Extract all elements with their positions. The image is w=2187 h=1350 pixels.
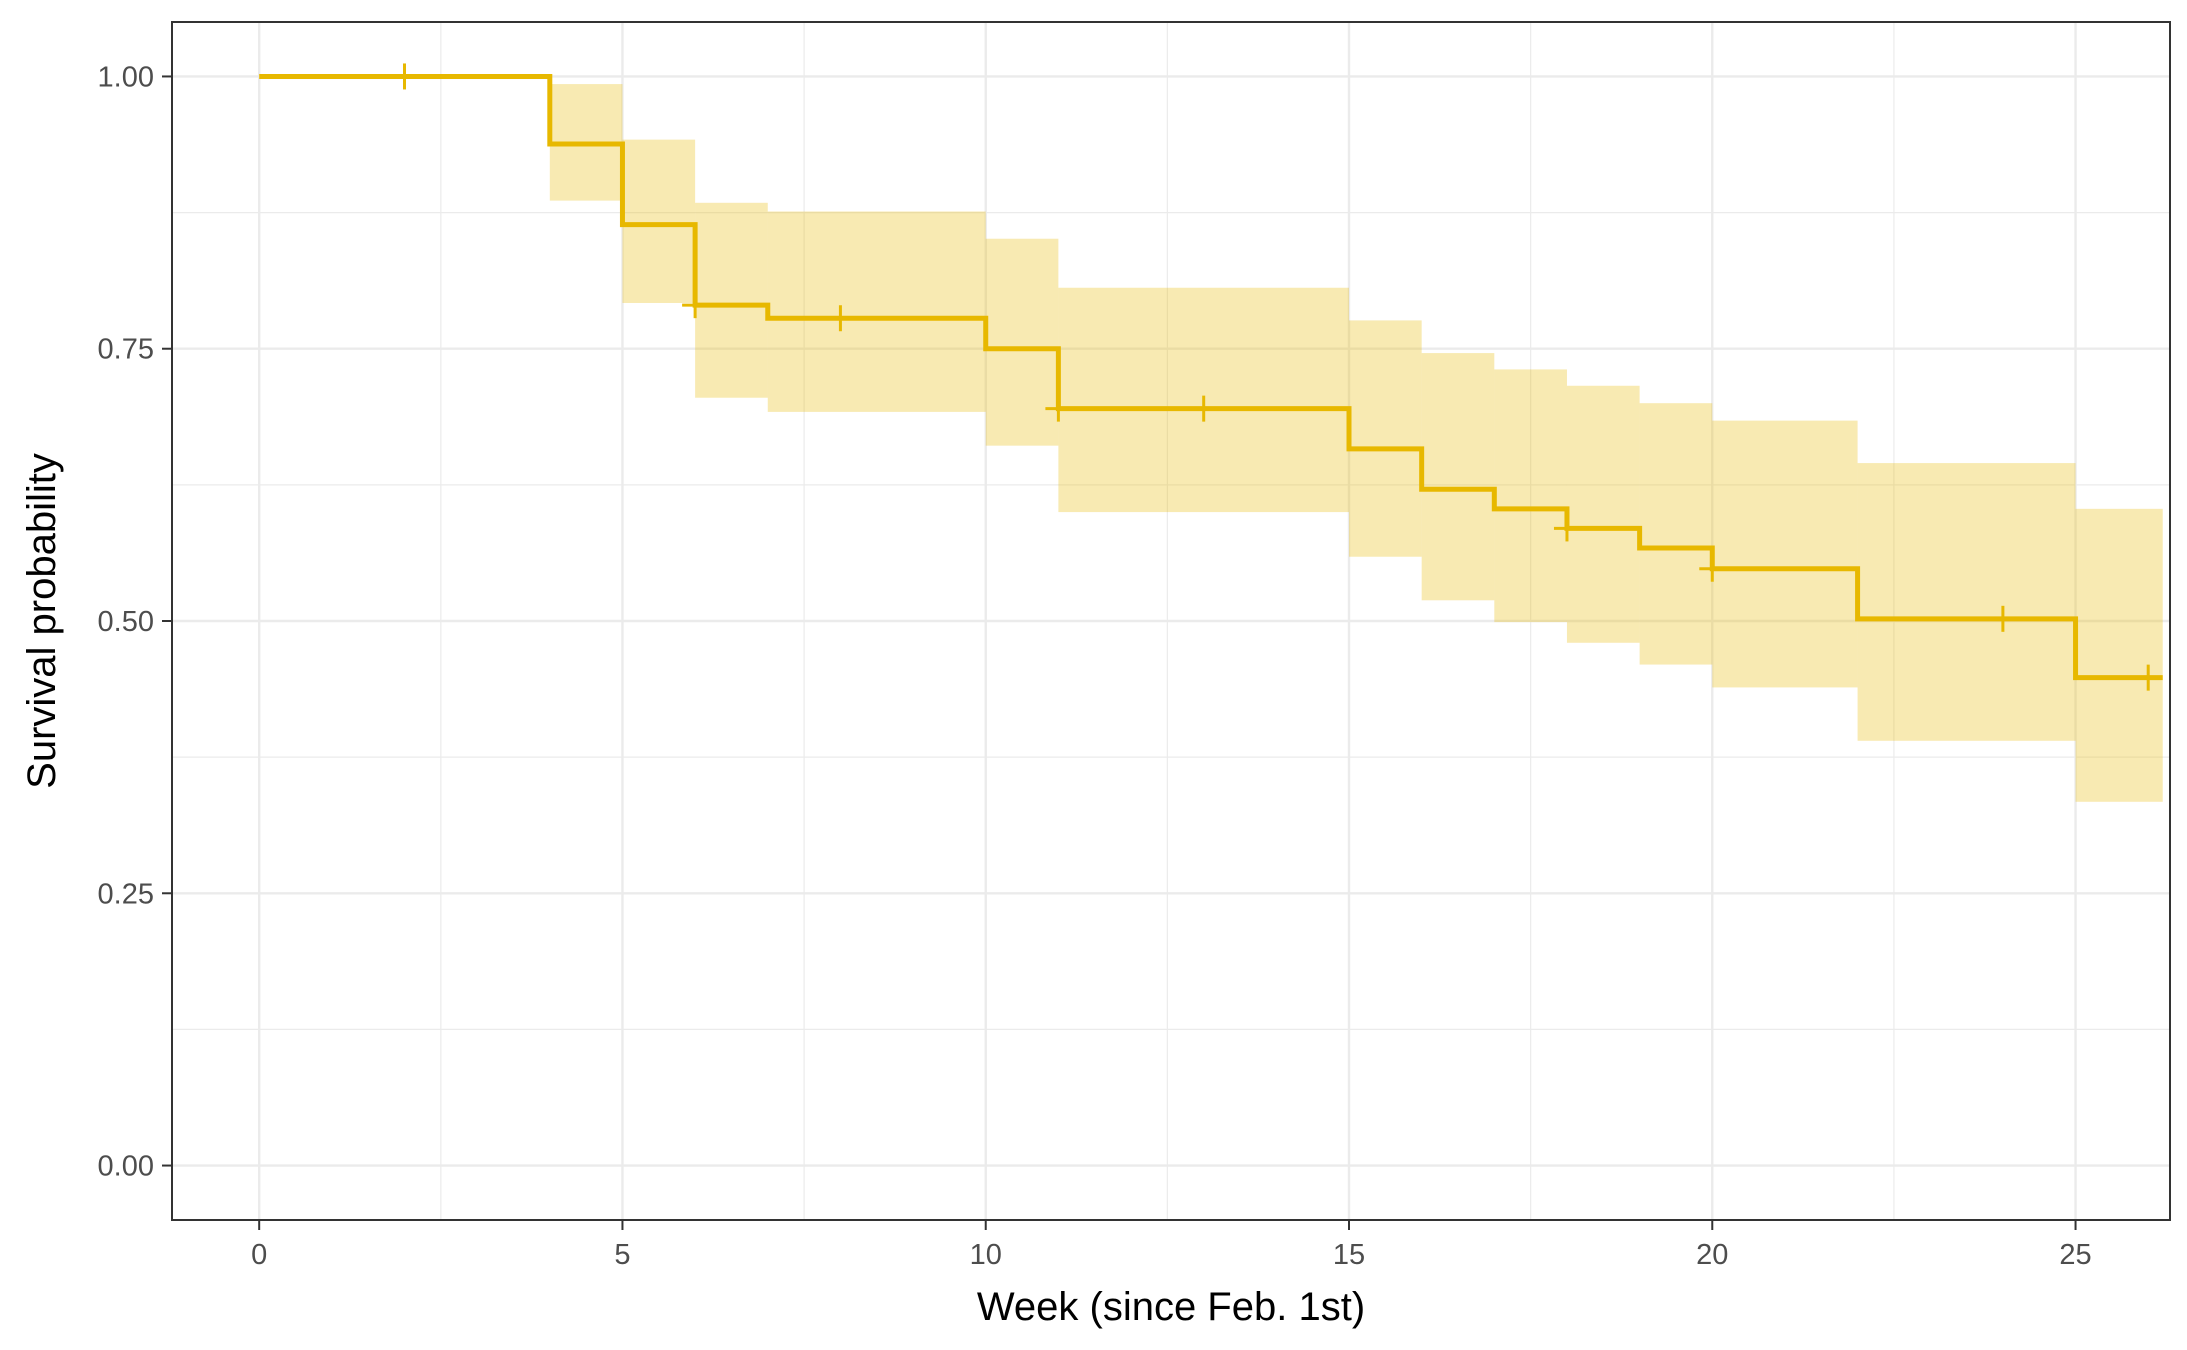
confidence-band-segment: [1712, 420, 1858, 688]
y-axis-title: Survival probability: [20, 453, 64, 789]
x-tick-label: 10: [970, 1239, 1002, 1271]
y-tick-label: 1.00: [98, 61, 154, 93]
y-tick-label: 0.50: [98, 606, 154, 638]
confidence-band-segment: [1566, 385, 1640, 643]
confidence-band-segment: [695, 202, 768, 398]
x-tick-label: 5: [614, 1239, 630, 1271]
x-tick-label: 0: [251, 1239, 267, 1271]
x-axis-title: Week (since Feb. 1st): [977, 1285, 1365, 1329]
y-tick-label: 0.25: [98, 878, 154, 910]
censor-marks: [391, 63, 2162, 691]
y-tick-label: 0.75: [98, 334, 154, 366]
confidence-band-segment: [1494, 369, 1567, 623]
confidence-band-segment: [985, 238, 1059, 446]
confidence-band-segment: [1349, 320, 1422, 557]
survival-curve: [259, 73, 2163, 681]
y-tick-label: 0.00: [98, 1151, 154, 1183]
confidence-band-segment: [1421, 353, 1495, 601]
x-axis: 0 5 10 15 20 25: [251, 1220, 2092, 1271]
confidence-band-segment: [767, 211, 986, 412]
confidence-band-segment: [1857, 463, 2076, 741]
confidence-band-segment: [2075, 508, 2163, 802]
confidence-band-segment: [622, 139, 696, 303]
survival-step-line: [259, 73, 2163, 681]
y-axis: 0.00 0.25 0.50 0.75 1.00: [98, 61, 172, 1183]
confidence-band-segment: [1639, 403, 1713, 665]
confidence-band: [549, 84, 2163, 802]
x-tick-label: 25: [2059, 1239, 2091, 1271]
x-tick-label: 15: [1333, 1239, 1365, 1271]
x-tick-label: 20: [1696, 1239, 1728, 1271]
